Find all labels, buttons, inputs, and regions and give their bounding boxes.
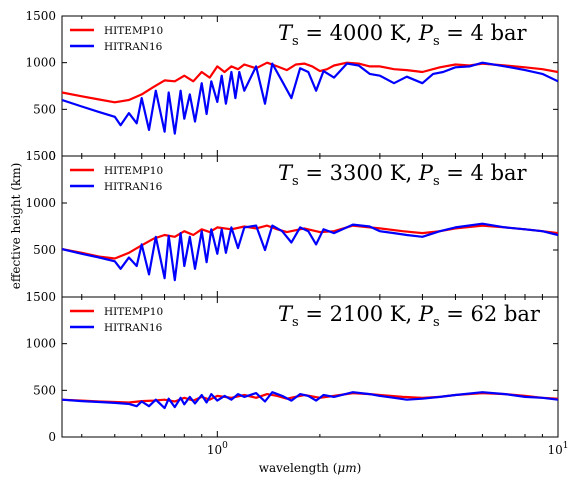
y-tick-label: 1500 [25,290,56,304]
series-line-hitran16 [62,61,558,135]
legend-label: HITRAN16 [104,41,163,53]
legend-label: HITRAN16 [104,322,163,334]
series-line-hitemp10 [62,224,558,260]
panel-annotation: Ts = 4000 K, Ps = 4 bar [278,21,528,49]
series-line-hitran16 [62,391,558,410]
y-tick-label: 1500 [25,9,56,23]
chart-panel-1: 0 500 1000 1500 HITEMP10 HITRAN16 Ts = 4000 K,… [25,9,559,163]
plot-frame [61,296,559,438]
chart-panel-3: 0 500 1000 1500 100 101 HITEMP10 HITRAN16 Ts = 2… [25,290,568,457]
x-tick-label: 101 [547,441,568,457]
series-line-hitemp10 [62,61,558,104]
series-line-hitran16 [62,222,558,282]
panel-annotation: Ts = 3300 K, Ps = 4 bar [278,161,528,189]
series-group [62,222,558,282]
series-group [62,391,558,410]
y-tick-label: 1000 [25,196,56,210]
y-tick-label: 1000 [25,56,56,70]
panel-annotation: Ts = 2100 K, Ps = 62 bar [278,302,541,330]
y-tick-label: 500 [33,383,56,397]
x-tick-label: 100 [207,441,228,457]
y-tick-label: 0 [48,149,56,163]
chart-panel-2: 500 1000 1500 HITEMP10 HITRAN16 Ts = 3300 K, … [25,149,559,298]
legend-label: HITRAN16 [104,181,163,193]
x-axis-label: wavelength (μm) [259,461,362,475]
y-tick-label: 500 [33,102,56,116]
legend-label: HITEMP10 [104,165,163,177]
y-tick-label: 1500 [25,149,56,163]
legend-label: HITEMP10 [104,25,163,37]
y-tick-label: 500 [33,243,56,257]
y-axis-label: effective height (km) [9,163,23,290]
series-group [62,61,558,135]
y-tick-label: 0 [48,430,56,444]
legend-label: HITEMP10 [104,306,163,318]
y-tick-label: 1000 [25,337,56,351]
